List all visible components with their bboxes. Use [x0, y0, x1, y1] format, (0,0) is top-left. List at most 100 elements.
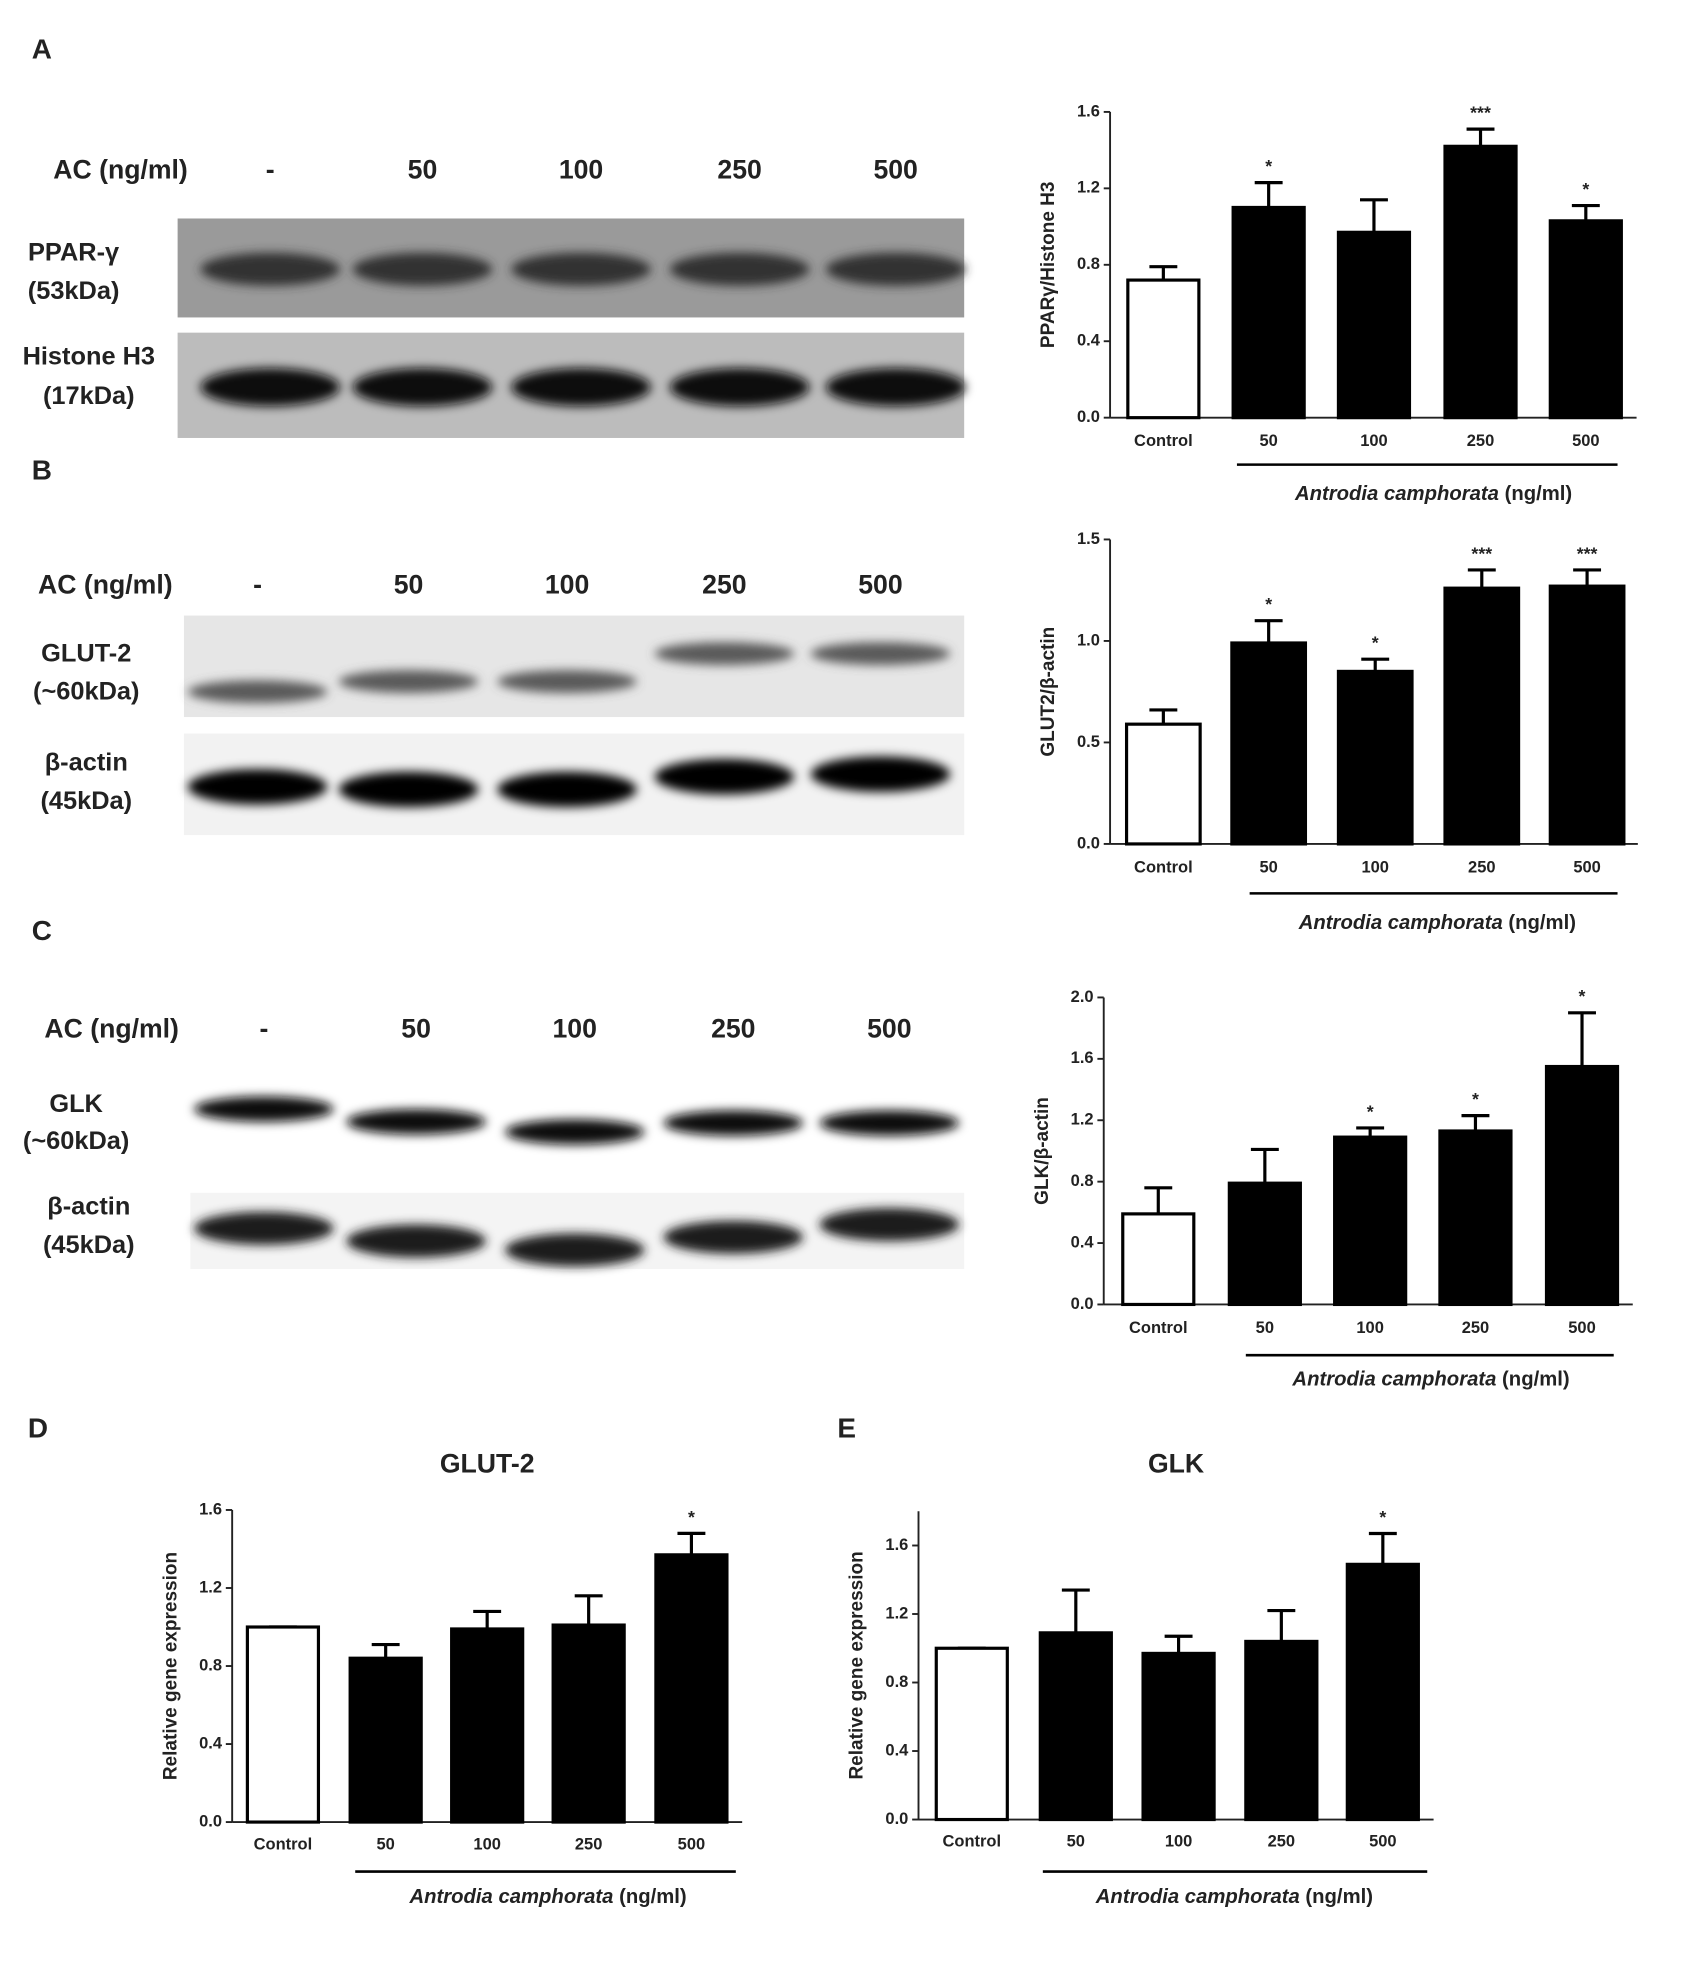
significance: *	[1472, 1089, 1479, 1109]
blot-band	[663, 1110, 804, 1136]
y-tick-label: 0.8	[1077, 255, 1100, 273]
lane-label: 500	[873, 155, 917, 185]
blot-band	[819, 1208, 960, 1242]
lane-label: -	[259, 1013, 268, 1043]
x-tick-label: 50	[1259, 432, 1277, 450]
bar	[654, 1553, 729, 1824]
y-tick-label: 0.0	[885, 1810, 908, 1828]
bar	[1443, 144, 1518, 420]
chart-title: GLK	[1148, 1449, 1204, 1479]
blot-band	[663, 1220, 804, 1254]
lane-label: -	[253, 569, 262, 599]
x-axis-label-species: Antrodia camphorata	[408, 1887, 613, 1909]
treatment-label: AC (ng/ml)	[38, 569, 173, 599]
blot-band	[187, 769, 328, 805]
bar	[450, 1627, 525, 1824]
y-tick-label: 0.4	[1077, 332, 1101, 350]
x-tick-label: 100	[1360, 432, 1388, 450]
blot-band	[352, 252, 493, 286]
significance: *	[1372, 633, 1379, 653]
x-axis-label-species: Antrodia camphorata	[1294, 483, 1499, 505]
bar	[245, 1625, 321, 1824]
blot-band	[346, 1224, 486, 1258]
blot-bands	[200, 368, 966, 407]
bar	[1231, 205, 1306, 420]
blot-band	[200, 252, 340, 286]
blot-band	[504, 1119, 645, 1145]
bar	[1124, 722, 1202, 846]
x-tick-label: 500	[1568, 1319, 1596, 1337]
bar	[1345, 1562, 1420, 1822]
blot-band	[810, 642, 951, 666]
panel-label: C	[32, 915, 52, 946]
blot-band	[825, 252, 966, 286]
blot-band	[669, 368, 810, 407]
y-tick-label: 0.8	[1071, 1172, 1094, 1190]
treatment-label: AC (ng/ml)	[44, 1013, 179, 1043]
y-tick-label: 1.2	[1077, 179, 1100, 197]
y-tick-label: 0.0	[1071, 1295, 1094, 1313]
bar	[1227, 1181, 1302, 1307]
x-axis-label: Antrodia camphorata (ng/ml)	[1298, 912, 1576, 934]
blot-band	[497, 670, 637, 693]
x-tick-label: 250	[1268, 1833, 1296, 1851]
x-tick-label: 250	[1462, 1319, 1490, 1337]
x-axis-label-unit: (ng/ml)	[1508, 912, 1576, 934]
y-tick-label: 1.6	[885, 1536, 908, 1554]
blot-background	[183, 615, 965, 718]
panel-label: A	[32, 33, 52, 64]
lane-label: 50	[408, 155, 438, 185]
bar	[1141, 1651, 1216, 1822]
lane-label: -	[266, 155, 275, 185]
lane-label: 100	[545, 569, 589, 599]
significance: *	[1265, 156, 1272, 176]
bar	[1121, 1212, 1196, 1307]
x-tick-label: 100	[1165, 1833, 1193, 1851]
significance: ***	[1470, 103, 1491, 123]
y-tick-label: 0.5	[1077, 733, 1100, 751]
bar	[1544, 1064, 1620, 1307]
y-tick-label: 0.8	[199, 1656, 222, 1674]
bar	[1548, 584, 1626, 846]
x-axis-label-unit: (ng/ml)	[1505, 483, 1573, 505]
bar	[1336, 669, 1414, 846]
lane-label: 250	[711, 1013, 755, 1043]
panel-label: E	[837, 1412, 856, 1443]
lane-label: 100	[552, 1013, 596, 1043]
bar	[348, 1656, 423, 1824]
bar	[1244, 1639, 1319, 1822]
y-tick-label: 1.2	[1071, 1111, 1094, 1129]
blot-bands	[187, 756, 951, 808]
bar	[1230, 641, 1308, 846]
y-axis-label: GLUT2/β-actin	[1038, 627, 1059, 757]
protein-size: (45kDa)	[40, 787, 132, 815]
blot-band	[352, 368, 493, 407]
blot-band	[511, 252, 651, 286]
bar	[1443, 586, 1521, 846]
x-axis-label-unit: (ng/ml)	[619, 1887, 687, 1909]
blot-band	[654, 758, 795, 795]
chart-title: GLUT-2	[440, 1449, 535, 1479]
y-tick-label: 1.0	[1077, 631, 1100, 649]
significance: *	[1367, 1101, 1374, 1121]
y-tick-label: 0.0	[1077, 834, 1100, 852]
y-tick-label: 0.0	[199, 1812, 222, 1830]
bar	[1336, 230, 1412, 420]
y-axis-label: PPARγ/Histone H3	[1038, 181, 1059, 348]
blot-band	[654, 642, 795, 666]
blot-band	[497, 771, 637, 808]
y-tick-label: 0.8	[885, 1673, 908, 1691]
blot-bands	[194, 1096, 960, 1145]
x-axis-label: Antrodia camphorata (ng/ml)	[1294, 483, 1572, 505]
blot-band	[669, 252, 810, 286]
bar	[551, 1623, 626, 1824]
x-tick-label: 500	[1572, 432, 1600, 450]
y-tick-label: 1.6	[1071, 1049, 1094, 1067]
bar	[1438, 1129, 1513, 1307]
protein-name: β-actin	[45, 749, 128, 777]
blot-band	[187, 680, 328, 704]
protein-name: PPAR-γ	[28, 239, 119, 267]
x-tick-label: Control	[942, 1833, 1001, 1851]
blot-band	[194, 1096, 334, 1122]
protein-size: (~60kDa)	[33, 678, 139, 706]
